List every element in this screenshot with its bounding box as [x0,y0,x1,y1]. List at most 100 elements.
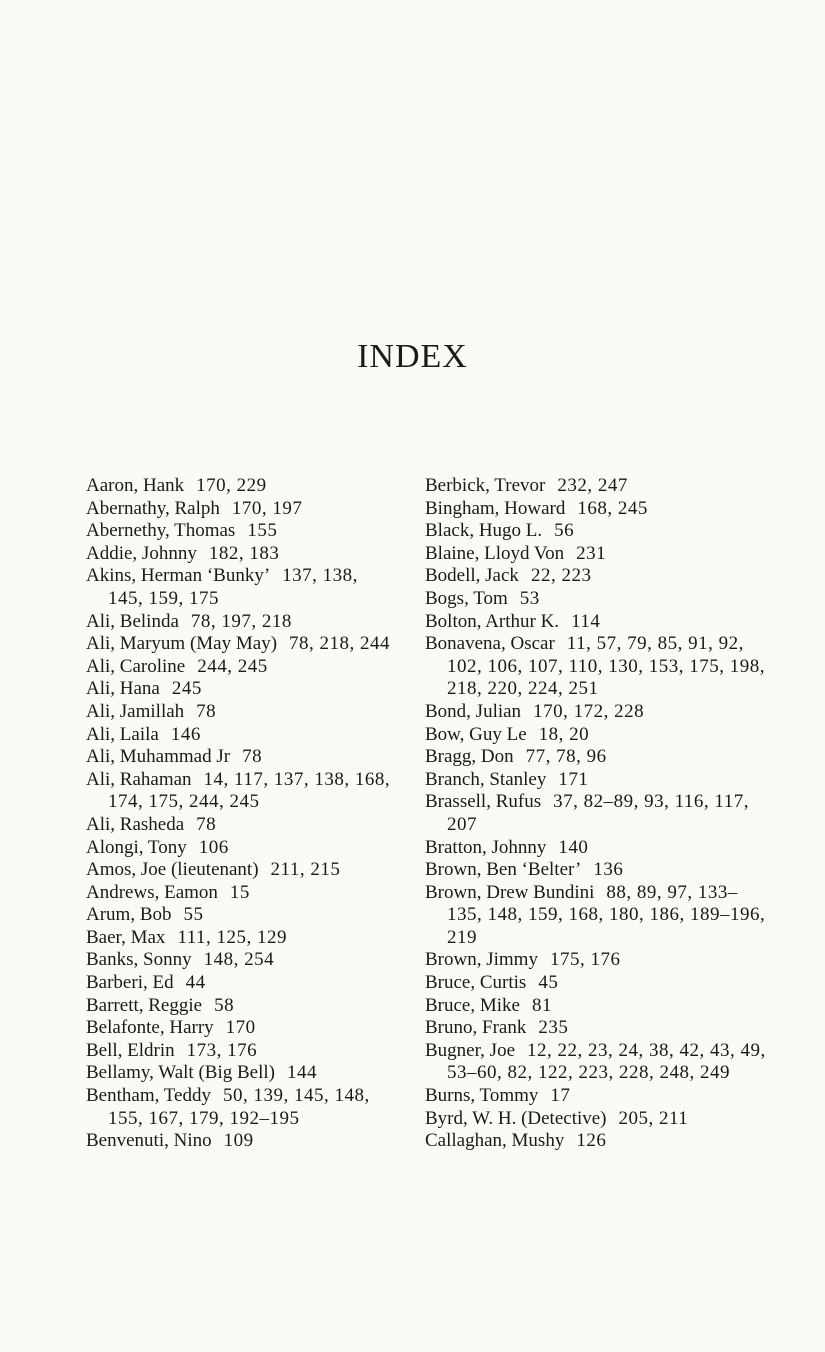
entry-pages: 170 [225,1017,256,1039]
entry-pages: 244, 245 [197,655,268,677]
index-entry: Ali, Jamillah 78 [86,701,392,724]
entry-pages: 155 [247,520,278,542]
entry-pages: 182, 183 [208,542,280,564]
entry-name: Berbick, Trevor [425,475,546,496]
entry-name: Ali, Maryum (May May) [86,633,278,655]
index-entry: Amos, Joe (lieutenant) 211, 215 [86,859,392,882]
entry-pages: 18, 20 [538,723,590,745]
entry-pages: 53 [519,587,540,609]
index-entry: Berbick, Trevor 232, 247 [425,475,770,498]
index-entry: Bodell, Jack 22, 223 [425,565,770,588]
entry-name: Brown, Jimmy [425,949,538,971]
entry-pages: 78 [196,813,217,835]
index-entry: Bentham, Teddy 50, 139, 145, 148, 155, 16… [86,1085,392,1130]
entry-pages: 58 [214,994,235,1016]
index-entry: Benvenuti, Nino 109 [86,1130,392,1153]
index-entry: Bruce, Curtis 45 [425,972,770,995]
entry-name: Ali, Muhammad Jr [86,746,231,768]
index-entry: Andrews, Eamon 15 [86,882,392,905]
entry-name: Addie, Johnny [86,542,197,564]
entry-pages: 170, 197 [231,497,303,519]
entry-name: Ali, Jamillah [86,700,185,722]
entry-pages: 136 [593,859,624,881]
entry-name: Banks, Sonny [86,949,192,971]
entry-name: Ali, Belinda [86,610,179,632]
entry-name: Bow, Guy Le [425,723,527,745]
entry-name: Brown, Drew Bundini [425,881,595,903]
entry-pages: 45 [538,972,559,994]
index-entry: Bruno, Frank 235 [425,1017,770,1040]
entry-name: Ali, Rahaman [86,768,192,790]
entry-name: Arum, Bob [86,904,172,926]
entry-name: Aaron, Hank [86,475,185,496]
entry-name: Byrd, W. H. (Detective) [425,1107,607,1129]
entry-name: Bruce, Curtis [425,972,527,994]
index-entry: Bellamy, Walt (Big Bell) 144 [86,1062,392,1085]
entry-pages: 171 [558,768,589,790]
index-entry: Ali, Caroline 244, 245 [86,656,392,679]
index-entry: Ali, Rasheda 78 [86,814,392,837]
entry-pages: 109 [223,1130,254,1152]
entry-name: Barberi, Ed [86,972,174,994]
entry-name: Ali, Rasheda [86,813,185,835]
entry-pages: 235 [538,1017,569,1039]
entry-pages: 126 [576,1130,607,1152]
entry-pages: 173, 176 [186,1039,258,1061]
entry-name: Bogs, Tom [425,587,508,609]
index-entry: Burns, Tommy 17 [425,1085,770,1108]
entry-pages: 55 [183,904,204,926]
index-entry: Bugner, Joe 12, 22, 23, 24, 38, 42, 43, 4… [425,1040,770,1085]
entry-pages: 12, 22, 23, 24, 38, 42, 43, 49, 53–60, 8… [447,1039,766,1084]
index-entry: Baer, Max 111, 125, 129 [86,927,392,950]
entry-name: Bond, Julian [425,700,522,722]
entry-pages: 168, 245 [577,497,648,519]
entry-name: Ali, Hana [86,678,160,700]
index-entry: Ali, Rahaman 14, 117, 137, 138, 168, 174,… [86,769,392,814]
index-entry: Aaron, Hank 170, 229 [86,475,392,498]
index-entry: Barrett, Reggie 58 [86,995,392,1018]
entry-pages: 114 [571,610,601,632]
entry-pages: 232, 247 [557,475,628,496]
entry-pages: 111, 125, 129 [177,926,288,948]
entry-pages: 50, 139, 145, 148, 155, 167, 179, 192–19… [108,1085,370,1129]
entry-name: Benvenuti, Nino [86,1130,212,1152]
entry-name: Bruce, Mike [425,994,520,1016]
entry-name: Bratton, Johnny [425,836,547,858]
entry-name: Black, Hugo L. [425,520,543,542]
entry-name: Bellamy, Walt (Big Bell) [86,1062,275,1084]
index-entry: Brown, Drew Bundini 88, 89, 97, 133–135, … [425,882,770,950]
index-entry: Barberi, Ed 44 [86,972,392,995]
index-entry: Bolton, Arthur K. 114 [425,611,770,634]
entry-name: Abernethy, Thomas [86,520,236,542]
index-entry: Ali, Maryum (May May) 78, 218, 244 [86,633,392,656]
entry-name: Baer, Max [86,926,166,948]
entry-pages: 81 [531,994,552,1016]
index-entry: Bond, Julian 170, 172, 228 [425,701,770,724]
entry-name: Bugner, Joe [425,1039,515,1061]
index-entry: Bruce, Mike 81 [425,995,770,1018]
entry-name: Bentham, Teddy [86,1085,211,1107]
entry-pages: 231 [576,542,607,564]
index-entry: Abernathy, Ralph 170, 197 [86,498,392,521]
index-entry: Ali, Belinda 78, 197, 218 [86,611,392,634]
index-entry: Arum, Bob 55 [86,904,392,927]
entry-pages: 56 [554,520,575,542]
index-entry: Addie, Johnny 182, 183 [86,543,392,566]
index-entry: Ali, Hana 245 [86,678,392,701]
index-entry: Ali, Muhammad Jr 78 [86,746,392,769]
index-entry: Belafonte, Harry 170 [86,1017,392,1040]
entry-pages: 11, 57, 79, 85, 91, 92, 102, 106, 107, 1… [447,633,766,700]
index-entry: Bratton, Johnny 140 [425,837,770,860]
index-entry: Brown, Jimmy 175, 176 [425,949,770,972]
index-column-right: Berbick, Trevor 232, 247 Bingham, Howard 16… [425,475,770,1153]
entry-pages: 148, 254 [203,949,275,971]
index-entry: Blaine, Lloyd Von 231 [425,543,770,566]
index-entry: Abernethy, Thomas 155 [86,520,392,543]
entry-pages: 137, 138, 145, 159, 175 [108,565,358,609]
entry-name: Ali, Caroline [86,655,186,677]
entry-name: Blaine, Lloyd Von [425,542,565,564]
entry-pages: 88, 89, 97, 133–135, 148, 159, 168, 180,… [447,881,766,948]
entry-pages: 78 [242,746,263,768]
entry-name: Ali, Laila [86,723,159,745]
entry-pages: 44 [185,972,206,994]
